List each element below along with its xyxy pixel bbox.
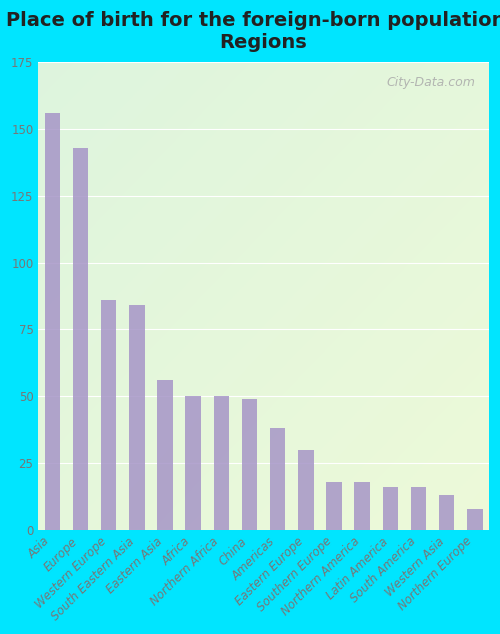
Bar bbox=[270, 429, 285, 530]
Title: Place of birth for the foreign-born population -
Regions: Place of birth for the foreign-born popu… bbox=[6, 11, 500, 52]
Bar bbox=[158, 380, 173, 530]
Bar bbox=[73, 148, 88, 530]
Bar bbox=[354, 482, 370, 530]
Bar bbox=[467, 508, 482, 530]
Bar bbox=[242, 399, 258, 530]
Bar bbox=[382, 487, 398, 530]
Bar bbox=[186, 396, 201, 530]
Bar bbox=[326, 482, 342, 530]
Bar bbox=[214, 396, 229, 530]
Bar bbox=[44, 113, 60, 530]
Bar bbox=[410, 487, 426, 530]
Bar bbox=[439, 495, 454, 530]
Bar bbox=[129, 306, 144, 530]
Bar bbox=[298, 450, 314, 530]
Bar bbox=[101, 300, 116, 530]
Text: City-Data.com: City-Data.com bbox=[386, 76, 476, 89]
